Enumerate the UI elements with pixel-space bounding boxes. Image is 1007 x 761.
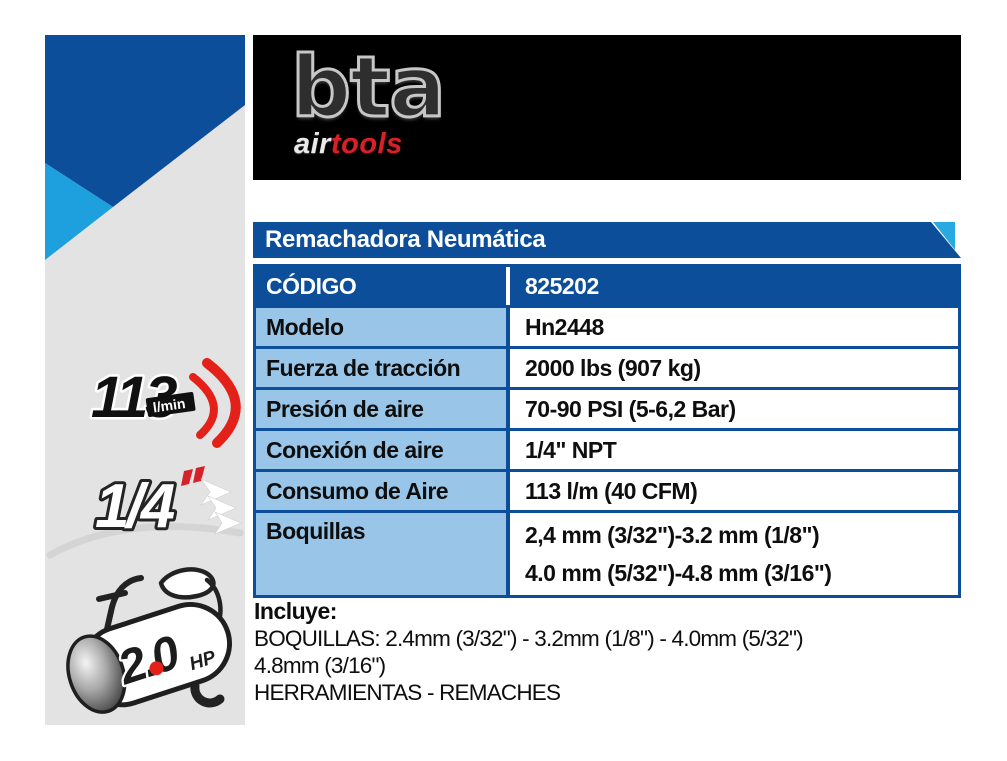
compressor-handle-bar-icon	[96, 590, 128, 602]
compressor-motor-icon	[158, 567, 216, 600]
ribbon-bar	[253, 222, 961, 258]
table-row-presion: Presión de aire 70-90 PSI (5-6,2 Bar)	[256, 390, 958, 431]
includes-line-boquillas: BOQUILLAS: 2.4mm (3/32") - 3.2mm (1/8") …	[254, 626, 804, 651]
connection-inch-mark-icon	[181, 466, 205, 486]
modelo-label: Modelo	[256, 308, 510, 346]
table-row-consumo: Consumo de Aire 113 l/m (40 CFM)	[256, 472, 958, 513]
left-panel-graphic: 113 l/min 1/4	[45, 35, 245, 725]
airflow-badge: 113 l/min	[89, 358, 241, 448]
boquillas-value: 2,4 mm (3/32")-3.2 mm (1/8") 4.0 mm (5/3…	[510, 513, 958, 595]
connection-arrows-icon	[200, 478, 242, 535]
product-title: Remachadora Neumática	[265, 226, 546, 253]
boquillas-value-line2: 4.0 mm (5/32")-4.8 mm (3/16")	[525, 560, 832, 586]
boquillas-label: Boquillas	[256, 513, 510, 595]
codigo-value: 825202	[510, 267, 958, 305]
compressor-tank-group: 2.0 HP	[66, 602, 232, 714]
includes-title: Incluye:	[254, 598, 337, 624]
compressor-decimal-dot-icon	[149, 661, 164, 676]
panel-cyan-triangle	[45, 163, 113, 260]
table-row-boquillas: Boquillas 2,4 mm (3/32")-3.2 mm (1/8") 4…	[256, 513, 958, 595]
airflow-swoosh-inner-icon	[189, 373, 218, 439]
spec-table: CÓDIGO 825202 Modelo Hn2448 Fuerza de tr…	[253, 264, 961, 598]
brand-logo-air: air	[294, 128, 331, 160]
fuerza-value: 2000 lbs (907 kg)	[510, 349, 958, 387]
fuerza-label: Fuerza de tracción	[256, 349, 510, 387]
presion-label: Presión de aire	[256, 390, 510, 428]
panel-blue-wedge	[45, 35, 245, 207]
airflow-swoosh-outer-icon	[202, 358, 241, 448]
codigo-label: CÓDIGO	[256, 267, 510, 305]
includes-line-boquillas2: 4.8mm (3/16")	[254, 653, 386, 678]
boquillas-value-line1: 2,4 mm (3/32")-3.2 mm (1/8")	[525, 522, 820, 548]
presion-value: 70-90 PSI (5-6,2 Bar)	[510, 390, 958, 428]
consumo-label: Consumo de Aire	[256, 472, 510, 510]
compressor-illustration: 2.0 HP	[66, 567, 232, 714]
table-row-codigo: CÓDIGO 825202	[256, 267, 958, 308]
table-row-conexion: Conexión de aire 1/4" NPT	[256, 431, 958, 472]
table-row-modelo: Modelo Hn2448	[256, 308, 958, 349]
table-row-fuerza: Fuerza de tracción 2000 lbs (907 kg)	[256, 349, 958, 390]
title-ribbon: Remachadora Neumática	[253, 222, 961, 258]
airflow-unit-plate	[145, 392, 196, 418]
brand-logo-subtext: airtools	[294, 129, 961, 159]
conexion-value: 1/4" NPT	[510, 431, 958, 469]
modelo-value: Hn2448	[510, 308, 958, 346]
compressor-wheel-icon	[190, 681, 225, 708]
connection-value: 1/4	[95, 472, 175, 541]
brand-logo-tools: tools	[330, 128, 403, 160]
consumo-value: 113 l/m (40 CFM)	[510, 472, 958, 510]
compressor-handle-icon	[100, 575, 144, 650]
brand-logo-box: bta airtools	[253, 35, 961, 180]
conexion-label: Conexión de aire	[256, 431, 510, 469]
brand-logo-text: bta	[290, 38, 448, 136]
connection-badge: 1/4	[46, 466, 244, 559]
connection-swoosh-icon	[46, 523, 244, 559]
includes-section: Incluye: BOQUILLAS: 2.4mm (3/32") - 3.2m…	[254, 598, 974, 706]
airflow-unit: l/min	[152, 395, 187, 415]
includes-line-herramientas: HERRAMIENTAS - REMACHES	[254, 680, 561, 705]
